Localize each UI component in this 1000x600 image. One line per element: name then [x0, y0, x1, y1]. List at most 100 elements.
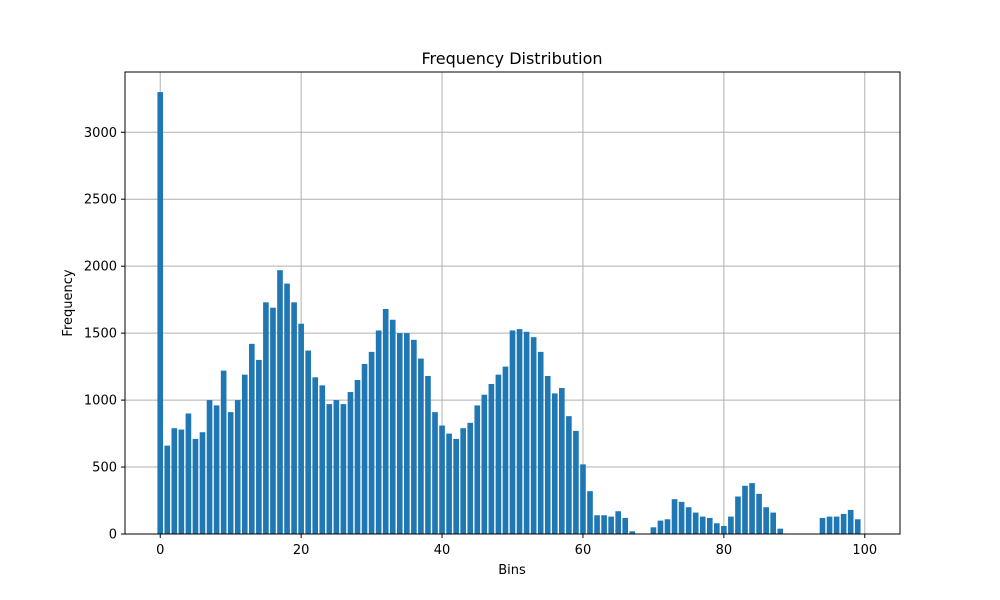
bar: [347, 392, 354, 534]
x-tick-label: 60: [575, 543, 592, 558]
bar: [819, 517, 826, 534]
bar: [354, 380, 361, 534]
bar: [157, 92, 164, 534]
bar: [706, 517, 713, 534]
bar: [361, 363, 368, 534]
bar: [192, 438, 199, 534]
y-tick-label: 2000: [84, 260, 117, 275]
bar: [375, 330, 382, 534]
bar: [164, 445, 171, 534]
bar: [509, 330, 516, 534]
y-tick-label: 2500: [84, 193, 117, 208]
bar: [763, 507, 769, 534]
y-tick-label: 1000: [84, 394, 117, 409]
bar: [213, 405, 220, 534]
bar: [678, 501, 685, 534]
bar: [742, 485, 748, 534]
bar: [284, 283, 290, 534]
bar: [404, 333, 410, 534]
bar: [241, 374, 248, 534]
x-tick-label: 40: [434, 543, 451, 558]
bar: [594, 515, 600, 534]
bar: [629, 531, 636, 534]
bar: [601, 515, 607, 534]
bar: [770, 512, 776, 534]
bar: [721, 525, 727, 534]
bar: [488, 384, 495, 534]
bar: [847, 509, 854, 534]
y-axis-label: Frequency: [61, 269, 76, 336]
bar: [544, 375, 551, 534]
bar: [566, 416, 572, 534]
bar: [312, 377, 319, 534]
bar: [326, 404, 333, 534]
bar: [523, 331, 530, 534]
bar: [735, 496, 741, 534]
bar: [460, 428, 466, 534]
y-tick-label: 3000: [84, 126, 117, 141]
bar: [854, 519, 861, 534]
bar: [530, 337, 537, 534]
bar: [467, 422, 474, 534]
bar: [389, 319, 396, 534]
bar: [340, 404, 347, 534]
bar: [840, 513, 847, 534]
bar: [446, 433, 452, 534]
plot-frame: [124, 71, 901, 535]
bar: [728, 516, 734, 534]
bar: [333, 400, 340, 534]
bar: [298, 323, 304, 534]
bar: [305, 350, 311, 534]
bar: [206, 400, 213, 534]
bar: [256, 359, 262, 534]
bar: [418, 358, 424, 534]
bar: [671, 499, 678, 534]
bar: [777, 528, 784, 534]
bar: [692, 512, 699, 534]
bar: [573, 430, 579, 534]
bar: [368, 351, 375, 534]
bar: [439, 425, 445, 534]
bar: [411, 339, 417, 534]
bar: [227, 412, 234, 534]
bar: [833, 516, 840, 534]
bar: [481, 394, 488, 534]
bar: [615, 511, 621, 534]
y-tick-label: 0: [109, 528, 117, 543]
bar: [382, 309, 389, 534]
bar: [664, 519, 671, 534]
bar: [516, 329, 523, 534]
bar: [453, 438, 459, 534]
bar: [657, 520, 664, 534]
bar: [474, 405, 481, 534]
x-tick-label: 80: [716, 543, 733, 558]
bar: [622, 517, 629, 534]
chart-title: Frequency Distribution: [421, 49, 602, 68]
bar: [502, 366, 509, 534]
bar: [234, 400, 241, 534]
bar: [249, 343, 255, 534]
bar: [650, 527, 657, 534]
bar: [551, 393, 558, 534]
x-axis-label: Bins: [498, 563, 526, 578]
bar: [699, 516, 706, 534]
bar: [749, 483, 755, 534]
bar: [537, 351, 544, 534]
bar: [199, 432, 206, 534]
bar: [559, 388, 565, 534]
bar: [270, 307, 276, 534]
bar: [277, 270, 283, 534]
bar: [432, 412, 438, 534]
x-tick-label: 20: [293, 543, 310, 558]
bar: [319, 385, 326, 534]
bar: [178, 429, 185, 534]
bar: [291, 302, 297, 534]
bar: [185, 413, 192, 534]
x-tick-label: 0: [156, 543, 164, 558]
y-tick-label: 500: [92, 461, 117, 476]
bar: [396, 333, 403, 534]
bar: [263, 302, 269, 534]
